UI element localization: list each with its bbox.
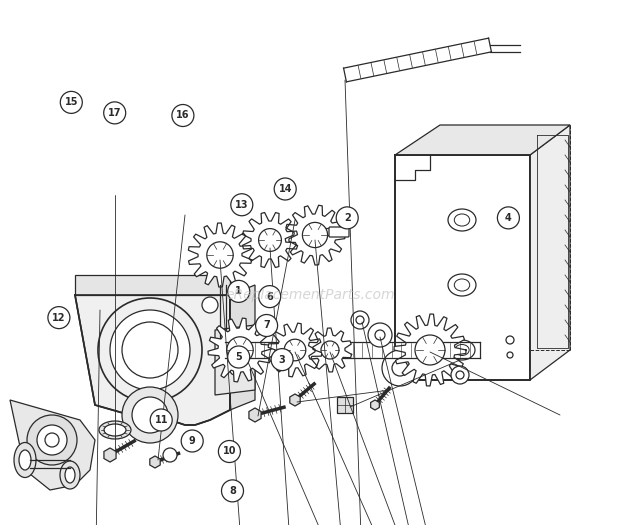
Circle shape	[506, 336, 514, 344]
Text: 16: 16	[176, 110, 190, 121]
Polygon shape	[104, 448, 116, 462]
Circle shape	[110, 310, 190, 390]
Circle shape	[122, 387, 178, 443]
Polygon shape	[75, 275, 230, 295]
Circle shape	[172, 104, 194, 127]
Circle shape	[228, 346, 250, 368]
Text: 11: 11	[154, 415, 168, 425]
Text: 7: 7	[264, 320, 270, 331]
Text: 4: 4	[505, 213, 511, 223]
Circle shape	[98, 298, 202, 402]
Circle shape	[230, 365, 240, 375]
Text: 8: 8	[229, 486, 236, 496]
Circle shape	[60, 91, 82, 113]
Circle shape	[382, 350, 418, 386]
Ellipse shape	[104, 424, 126, 436]
Text: 9: 9	[189, 436, 195, 446]
Ellipse shape	[448, 274, 476, 296]
Circle shape	[303, 223, 327, 248]
Polygon shape	[395, 155, 530, 380]
Polygon shape	[230, 285, 255, 410]
Circle shape	[321, 341, 339, 359]
Polygon shape	[371, 400, 379, 410]
Polygon shape	[150, 456, 160, 468]
Circle shape	[163, 448, 177, 462]
Circle shape	[181, 430, 203, 452]
Ellipse shape	[60, 461, 80, 489]
Ellipse shape	[65, 467, 75, 483]
Circle shape	[37, 425, 67, 455]
Circle shape	[202, 297, 218, 313]
Circle shape	[221, 480, 244, 502]
Circle shape	[230, 340, 240, 350]
Polygon shape	[10, 400, 95, 490]
Circle shape	[497, 207, 520, 229]
Circle shape	[336, 207, 358, 229]
Circle shape	[27, 415, 77, 465]
Ellipse shape	[99, 421, 131, 439]
Polygon shape	[188, 223, 252, 287]
Circle shape	[271, 349, 293, 371]
Polygon shape	[249, 408, 261, 422]
Circle shape	[132, 397, 168, 433]
Text: 5: 5	[236, 352, 242, 362]
Polygon shape	[530, 125, 570, 380]
Ellipse shape	[14, 443, 36, 478]
Polygon shape	[285, 205, 345, 265]
Circle shape	[259, 286, 281, 308]
Circle shape	[218, 440, 241, 463]
Ellipse shape	[454, 214, 470, 226]
Circle shape	[415, 335, 445, 365]
Circle shape	[392, 360, 408, 376]
Ellipse shape	[449, 340, 475, 360]
Text: 17: 17	[108, 108, 122, 118]
Polygon shape	[268, 323, 322, 377]
Circle shape	[48, 307, 70, 329]
Text: 6: 6	[267, 291, 273, 302]
Text: 1: 1	[236, 286, 242, 297]
Circle shape	[228, 280, 250, 302]
Text: 3: 3	[279, 354, 285, 365]
Circle shape	[104, 102, 126, 124]
Text: 2: 2	[344, 213, 350, 223]
Circle shape	[351, 311, 369, 329]
Ellipse shape	[448, 209, 476, 231]
Circle shape	[259, 228, 281, 251]
Text: eReplacementParts.com: eReplacementParts.com	[225, 288, 395, 302]
Text: 10: 10	[223, 446, 236, 457]
Polygon shape	[394, 314, 466, 386]
Polygon shape	[242, 213, 298, 267]
Circle shape	[227, 337, 253, 363]
Circle shape	[255, 314, 278, 337]
Text: 13: 13	[235, 200, 249, 210]
Circle shape	[375, 330, 385, 340]
Circle shape	[356, 316, 364, 324]
Polygon shape	[290, 394, 300, 406]
Text: 12: 12	[52, 312, 66, 323]
Ellipse shape	[454, 279, 470, 291]
Circle shape	[507, 352, 513, 358]
Text: 14: 14	[278, 184, 292, 194]
Circle shape	[122, 322, 178, 378]
Circle shape	[284, 339, 306, 361]
Polygon shape	[395, 125, 570, 155]
Circle shape	[456, 371, 464, 379]
Ellipse shape	[455, 344, 469, 355]
FancyBboxPatch shape	[329, 227, 349, 237]
FancyBboxPatch shape	[337, 397, 353, 413]
Circle shape	[150, 409, 172, 431]
Polygon shape	[215, 325, 255, 395]
Polygon shape	[75, 295, 230, 425]
Text: 15: 15	[64, 97, 78, 108]
Ellipse shape	[19, 450, 31, 470]
Polygon shape	[208, 318, 272, 382]
Circle shape	[231, 194, 253, 216]
Circle shape	[45, 433, 59, 447]
Circle shape	[451, 366, 469, 384]
Circle shape	[274, 178, 296, 200]
Circle shape	[207, 242, 233, 268]
Polygon shape	[308, 328, 352, 372]
Circle shape	[368, 323, 392, 347]
